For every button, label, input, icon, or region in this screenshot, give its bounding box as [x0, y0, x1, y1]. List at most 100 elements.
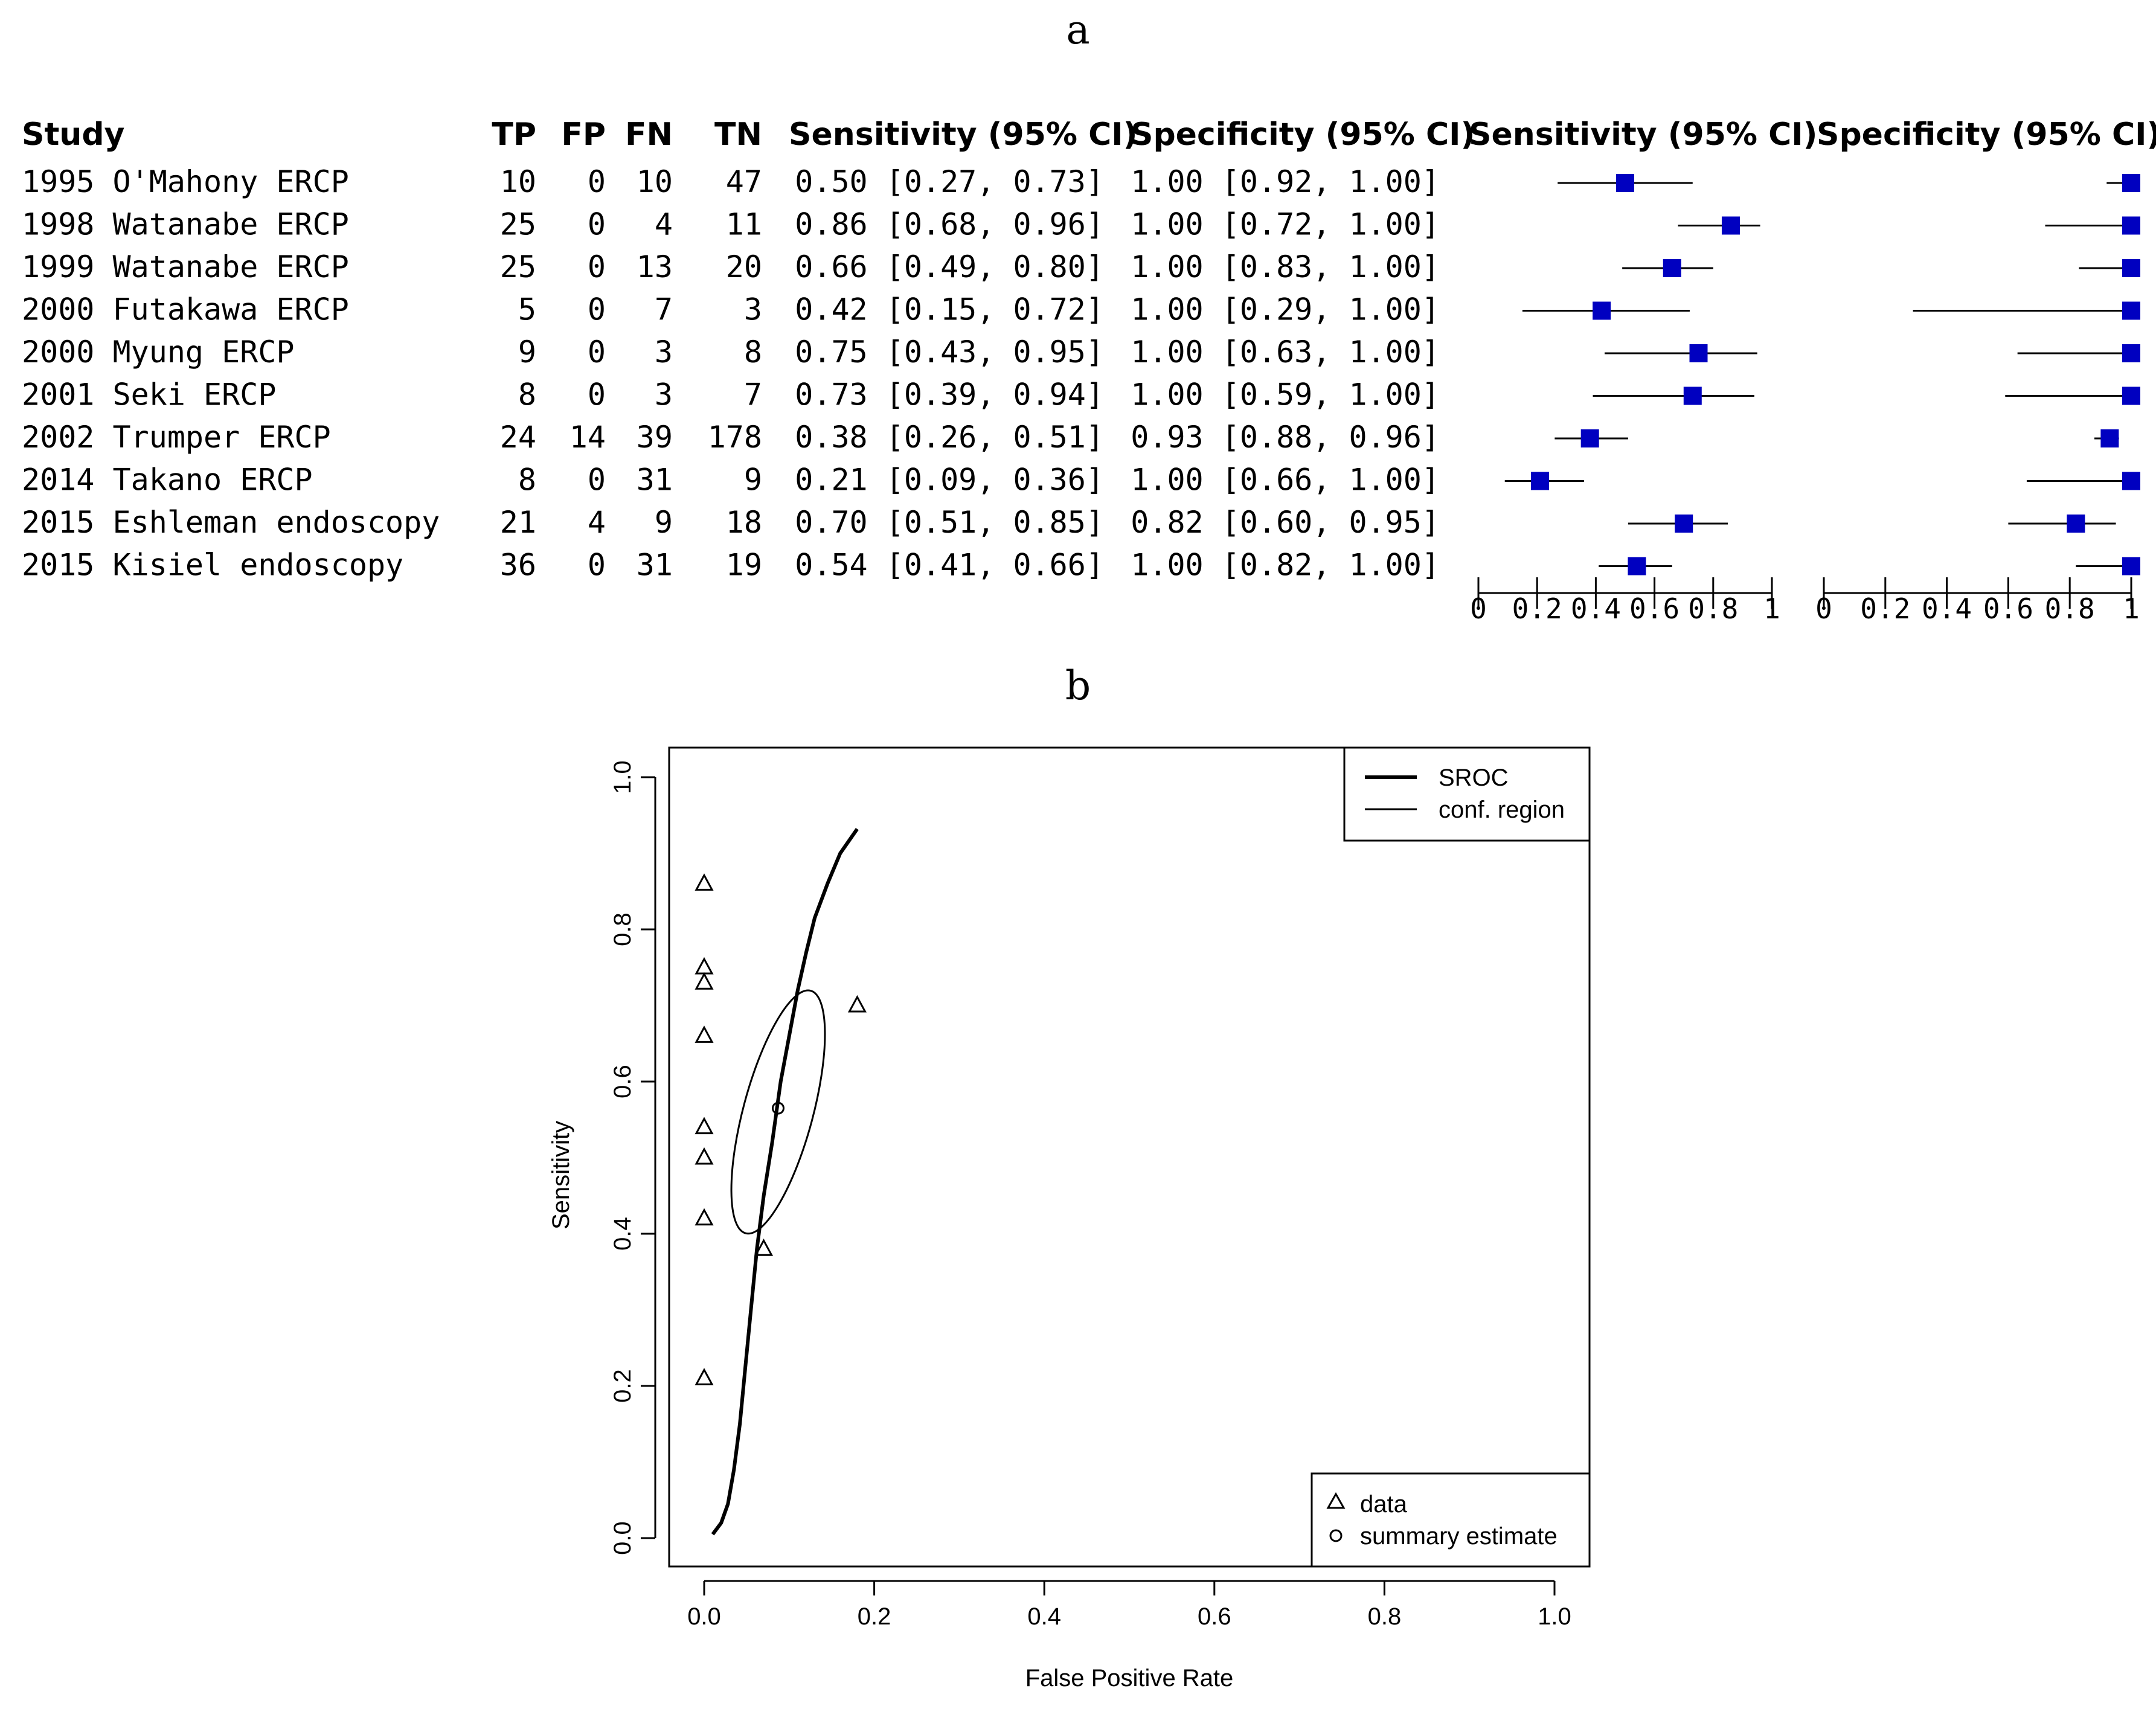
fp-value: 14 — [569, 420, 606, 455]
tp-value: 5 — [518, 292, 536, 327]
sensitivity-point — [1616, 174, 1634, 192]
sensitivity-axis: 0 0.2 0.4 0.6 0.8 1 — [1470, 577, 1780, 625]
header-specificity-plot: Specificity (95% CI) — [1817, 117, 2156, 153]
header-study: Study — [22, 117, 124, 153]
panel-b-label: b — [1065, 662, 1091, 709]
specificity-point — [2122, 216, 2140, 235]
study-row: 1999 Watanabe ERCP 25 0 13 20 0.66 [0.49, 0.8… — [22, 249, 2140, 284]
fn-value: 31 — [637, 463, 673, 498]
data-point-triangle — [695, 1208, 714, 1226]
specificity-value: 1.00 [0.29, 1.00] — [1131, 292, 1440, 327]
legend-summary-circle-icon — [1329, 1529, 1343, 1542]
specificity-point — [2122, 386, 2140, 405]
sensitivity-tick-label: 1 — [1763, 592, 1780, 625]
specificity-value: 0.82 [0.60, 0.95] — [1131, 505, 1440, 540]
header-fp: FP — [561, 117, 606, 153]
fn-value: 39 — [637, 420, 673, 455]
panel-a-label: a — [1066, 7, 1089, 53]
sensitivity-tick-label: 0.2 — [1512, 592, 1562, 625]
data-point-triangle — [695, 1025, 714, 1043]
y-tick-label: 0.8 — [609, 912, 636, 946]
study-name: 2001 Seki ERCP — [22, 377, 276, 412]
tp-value: 36 — [500, 548, 536, 583]
y-tick-label: 0.6 — [609, 1065, 636, 1098]
tn-value: 9 — [744, 463, 762, 498]
fp-value: 0 — [588, 463, 606, 498]
specificity-tick-label: 1 — [2123, 592, 2140, 625]
x-tick-label: 1.0 — [1538, 1603, 1571, 1630]
sensitivity-value: 0.38 [0.26, 0.51] — [795, 420, 1104, 455]
legend-top-box — [1343, 746, 1591, 842]
fp-value: 0 — [588, 249, 606, 284]
specificity-tick-label: 0.4 — [1922, 592, 1972, 625]
x-tick-label: 0.4 — [1027, 1603, 1061, 1630]
legend-bottom-box — [1311, 1472, 1591, 1568]
tn-value: 7 — [744, 377, 762, 412]
tp-value: 10 — [500, 164, 536, 199]
study-row: 2001 Seki ERCP 8 0 3 7 0.73 [0.39, 0.94] 1.00 … — [22, 377, 2140, 412]
specificity-value: 1.00 [0.92, 1.00] — [1131, 164, 1440, 199]
sensitivity-value: 0.75 [0.43, 0.95] — [795, 335, 1104, 370]
data-point-triangle — [695, 972, 714, 990]
header-tn: TN — [714, 117, 762, 153]
study-row: 2015 Kisiel endoscopy 36 0 31 19 0.54 [0.41, … — [22, 548, 2140, 583]
specificity-point — [2122, 174, 2140, 192]
tp-value: 25 — [500, 249, 536, 284]
specificity-point — [2122, 557, 2140, 576]
tn-value: 18 — [726, 505, 762, 540]
sensitivity-value: 0.70 [0.51, 0.85] — [795, 505, 1104, 540]
study-name: 1999 Watanabe ERCP — [22, 249, 349, 284]
specificity-value: 0.93 [0.88, 0.96] — [1131, 420, 1440, 455]
x-tick-label: 0.8 — [1368, 1603, 1402, 1630]
forest-plot: Study TP FP FN TN Sensitivity (95% CI) S… — [22, 117, 2156, 625]
sensitivity-point — [1675, 515, 1693, 533]
tp-value: 25 — [500, 207, 536, 242]
study-name: 2015 Eshleman endoscopy — [22, 505, 440, 540]
fn-value: 3 — [655, 335, 673, 370]
study-row: 2002 Trumper ERCP 24 14 39 178 0.38 [0.26, 0.… — [22, 420, 2119, 455]
specificity-tick-label: 0.2 — [1860, 592, 1910, 625]
data-point-triangle — [695, 873, 714, 891]
sensitivity-point — [1721, 216, 1740, 235]
fn-value: 10 — [637, 164, 673, 199]
specificity-value: 1.00 [0.63, 1.00] — [1131, 335, 1440, 370]
y-tick-label: 0.4 — [609, 1217, 636, 1251]
tp-value: 8 — [518, 377, 536, 412]
plot-frame — [668, 746, 1591, 1568]
legend-conf-label: conf. region — [1439, 797, 1565, 823]
sensitivity-point — [1628, 557, 1646, 576]
tn-value: 20 — [726, 249, 762, 284]
specificity-axis: 0 0.2 0.4 0.6 0.8 1 — [1815, 577, 2140, 625]
sensitivity-value: 0.86 [0.68, 0.96] — [795, 207, 1104, 242]
specificity-value: 1.00 [0.66, 1.00] — [1131, 463, 1440, 498]
fn-value: 7 — [655, 292, 673, 327]
x-axis: 0.0 0.2 0.4 0.6 0.8 1.0 — [687, 1580, 1571, 1630]
sensitivity-value: 0.42 [0.15, 0.72] — [795, 292, 1104, 327]
sensitivity-point — [1683, 386, 1702, 405]
specificity-point — [2067, 515, 2085, 533]
fp-value: 4 — [588, 505, 606, 540]
sroc-curve — [711, 827, 859, 1536]
specificity-value: 1.00 [0.82, 1.00] — [1131, 548, 1440, 583]
fp-value: 0 — [588, 335, 606, 370]
study-row: 1995 O'Mahony ERCP 10 0 10 47 0.50 [0.27, 0.7… — [22, 164, 2140, 199]
specificity-point — [2122, 472, 2140, 490]
fn-value: 13 — [637, 249, 673, 284]
tn-value: 8 — [744, 335, 762, 370]
sensitivity-point — [1531, 472, 1550, 490]
sensitivity-tick-label: 0.4 — [1571, 592, 1621, 625]
fn-value: 9 — [655, 505, 673, 540]
x-tick-label: 0.6 — [1198, 1603, 1231, 1630]
specificity-point — [2122, 259, 2140, 277]
specificity-value: 1.00 [0.83, 1.00] — [1131, 249, 1440, 284]
study-name: 2000 Futakawa ERCP — [22, 292, 349, 327]
data-point-triangle — [847, 995, 867, 1013]
fp-value: 0 — [588, 377, 606, 412]
summary-estimate-point — [771, 1101, 784, 1115]
data-point-triangle — [695, 1117, 714, 1135]
x-axis-label: False Positive Rate — [1025, 1665, 1234, 1691]
y-tick-label: 1.0 — [609, 760, 636, 794]
data-point-triangle — [695, 1147, 714, 1165]
data-point-triangle — [754, 1239, 774, 1256]
